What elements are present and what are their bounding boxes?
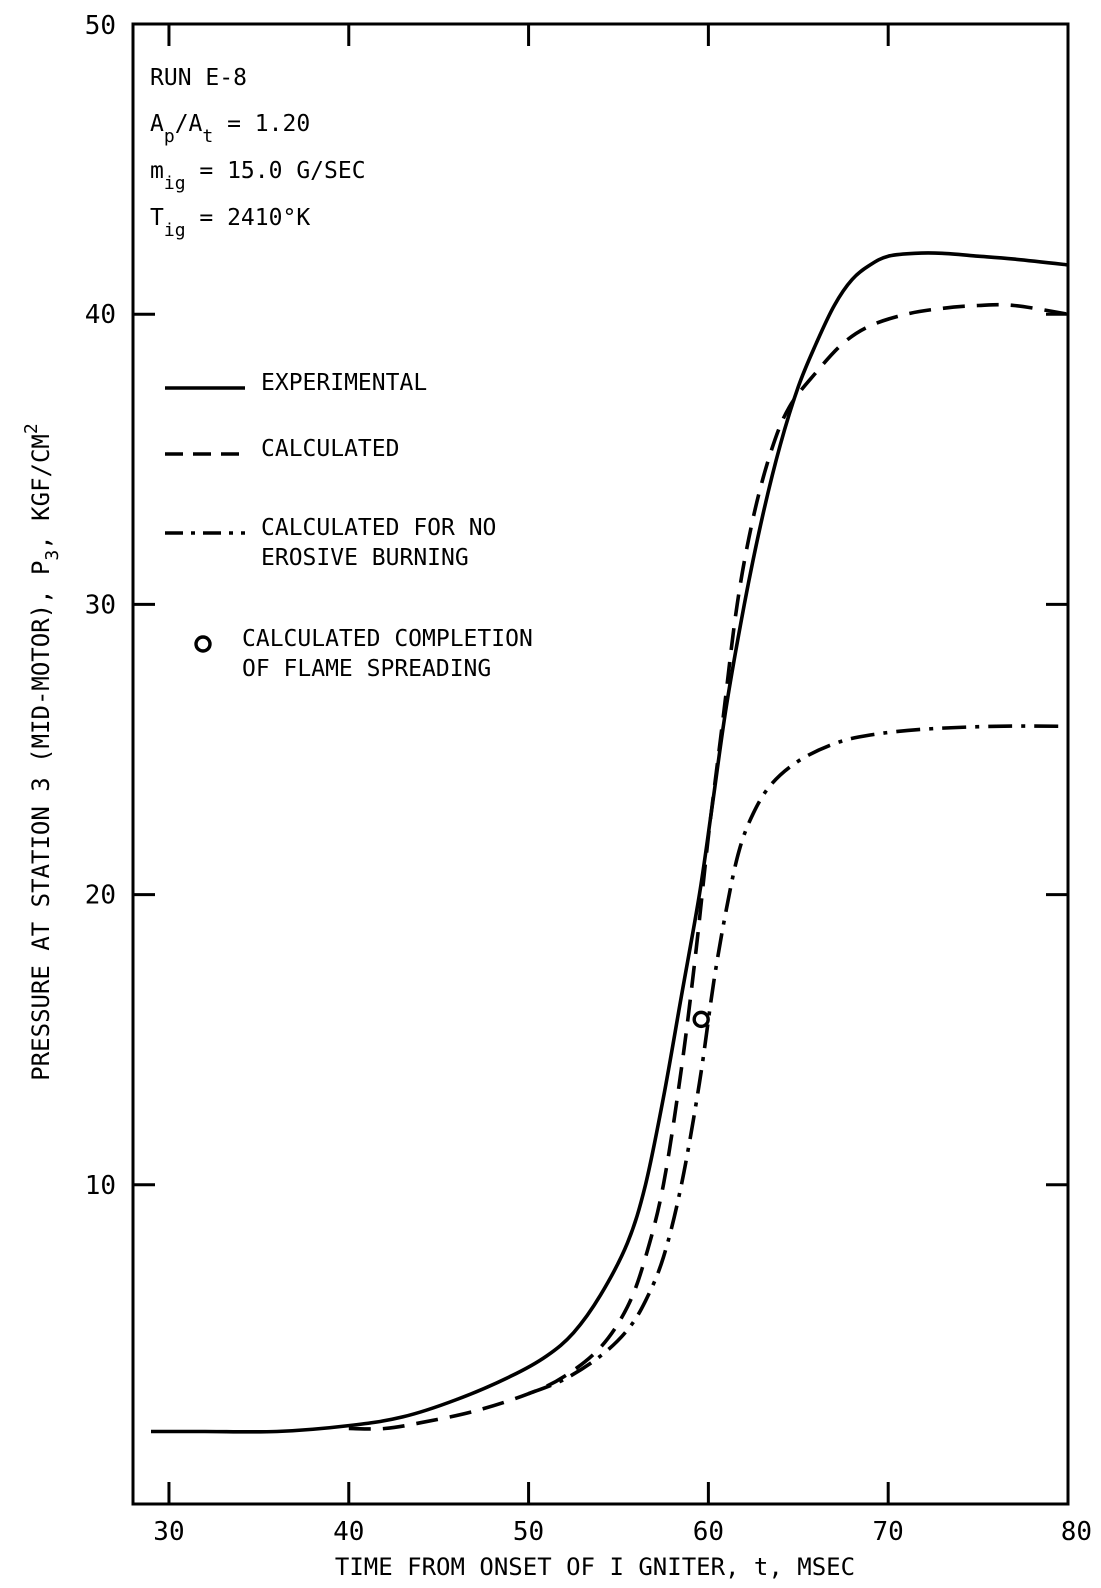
legend-label: CALCULATED — [261, 436, 399, 462]
axis-ticks: 30 40 50 60 70 80 10 20 30 40 50 — [85, 11, 1092, 1547]
plot-border — [131, 22, 1070, 1506]
plot-frame — [131, 22, 1070, 1506]
plot-marks — [151, 251, 1068, 1434]
x-tick-label: 40 — [333, 1517, 364, 1547]
y-tick-label: 10 — [85, 1171, 116, 1201]
x-axis-label: TIME FROM ONSET OF I GNITER, t, MSEC — [335, 1553, 855, 1581]
temperature-label: Tig = 2410°K — [150, 205, 310, 241]
legend-marker-symbol — [194, 635, 212, 653]
legend-label: OF FLAME SPREADING — [242, 656, 491, 682]
y-tick-label: 20 — [85, 881, 116, 911]
x-tick-label: 60 — [693, 1517, 724, 1547]
legend-label: CALCULATED FOR NO — [261, 515, 496, 541]
area-ratio-label: Ap/At = 1.20 — [150, 111, 310, 147]
run-label: RUN E-8 — [150, 65, 247, 91]
run-annotation: RUN E-8 Ap/At = 1.20 mig = 15.0 G/SEC Tig =… — [150, 65, 366, 241]
y-tick-label: 30 — [85, 590, 116, 620]
legend-label: CALCULATED COMPLETION — [242, 626, 533, 652]
legend: EXPERIMENTAL CALCULATED CALCULATED FOR NO E… — [165, 370, 533, 682]
y-tick-label: 50 — [85, 11, 116, 41]
flow-rate-label: mig = 15.0 G/SEC — [150, 158, 366, 194]
y-axis-label-group: PRESSURE AT STATION 3 (MID-MOTOR), P3, K… — [21, 423, 63, 1080]
x-tick-label: 30 — [153, 1517, 184, 1547]
legend-label: EXPERIMENTAL — [261, 370, 427, 396]
series-line-dashed — [348, 302, 1068, 1431]
series-line-solid — [151, 251, 1068, 1434]
series-line-dashdot — [527, 724, 1068, 1396]
x-tick-label: 80 — [1061, 1517, 1092, 1547]
flame-spreading-marker — [692, 1010, 710, 1029]
x-tick-label: 50 — [513, 1517, 544, 1547]
x-axis-label-group: TIME FROM ONSET OF I GNITER, t, MSEC — [335, 1553, 855, 1581]
y-axis-label: PRESSURE AT STATION 3 (MID-MOTOR), P3, K… — [21, 423, 63, 1080]
x-tick-label: 70 — [873, 1517, 904, 1547]
legend-label: EROSIVE BURNING — [261, 545, 469, 571]
y-tick-label: 40 — [85, 300, 116, 330]
